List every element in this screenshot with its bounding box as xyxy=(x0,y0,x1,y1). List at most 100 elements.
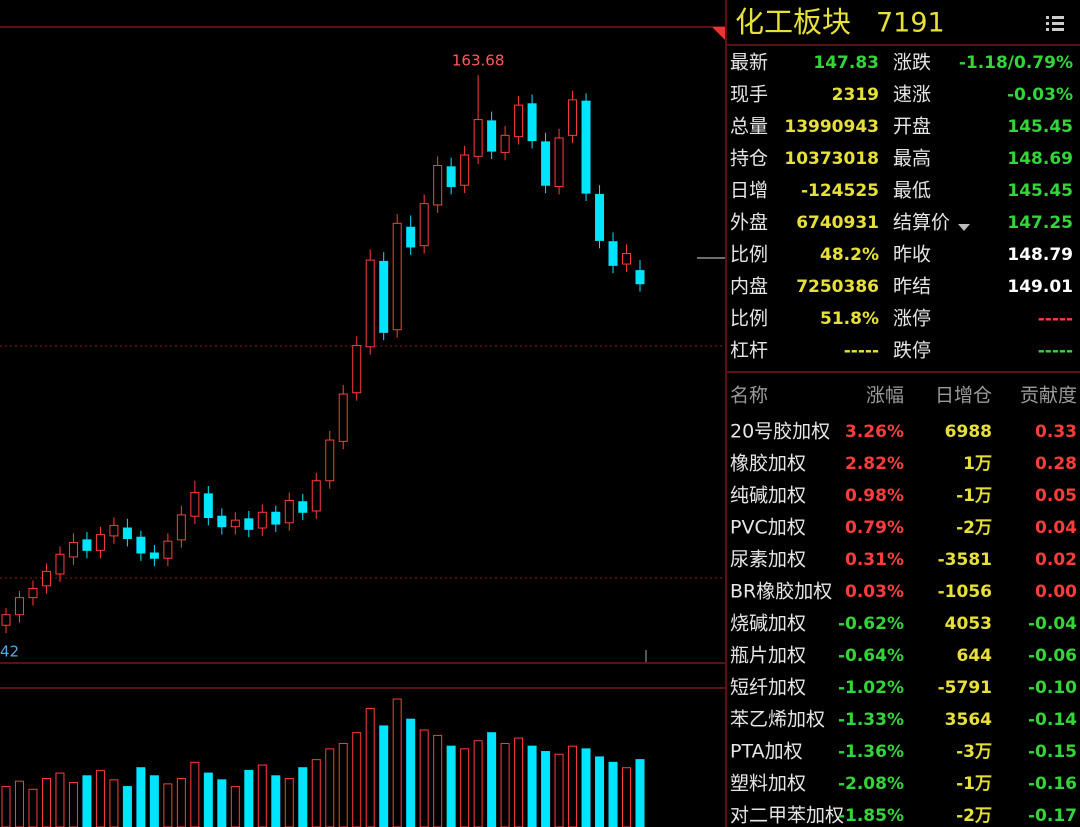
candle-body xyxy=(325,439,335,482)
table-cell: -2万 xyxy=(956,806,992,826)
table-cell: -1.33% xyxy=(838,710,904,730)
corner-marker xyxy=(712,27,725,40)
stat-label: 持仓 xyxy=(730,148,768,170)
table-name[interactable]: 瓶片加权 xyxy=(730,645,806,667)
stat-label: 昨收 xyxy=(893,244,931,266)
table-cell: -2.08% xyxy=(838,774,904,794)
table-name[interactable]: 橡胶加权 xyxy=(730,453,806,475)
stat-value: 10373018 xyxy=(784,149,879,169)
table-name[interactable]: 烧碱加权 xyxy=(730,613,806,635)
stat-value: ----- xyxy=(1038,341,1073,361)
table-cell: 0.98% xyxy=(845,486,904,506)
stat-label: 内盘 xyxy=(730,276,768,298)
title: 化工板块 xyxy=(735,5,851,39)
volume-bar xyxy=(311,759,321,827)
table-cell: -1万 xyxy=(956,486,992,506)
candle-body xyxy=(271,511,281,525)
table-cell: -1056 xyxy=(938,582,992,602)
table-name[interactable]: 短纤加权 xyxy=(730,677,806,699)
stat-label: 速涨 xyxy=(893,84,931,106)
table-name[interactable]: 苯乙烯加权 xyxy=(730,709,825,731)
stat-label: 外盘 xyxy=(730,212,768,234)
stat-value: 48.2% xyxy=(820,245,879,265)
table-cell: -1.85% xyxy=(838,806,904,826)
candle-body xyxy=(338,393,348,442)
volume-bar xyxy=(541,751,551,827)
candle-body xyxy=(284,499,294,524)
menu-icon[interactable] xyxy=(1046,16,1064,31)
volume-bar xyxy=(176,777,186,827)
table-name[interactable]: PVC加权 xyxy=(730,517,806,539)
table-cell: 0.31% xyxy=(845,550,904,570)
volume-bar xyxy=(82,775,92,827)
candle-body xyxy=(541,141,551,186)
stat-label: 现手 xyxy=(730,84,768,106)
table-name[interactable]: 尿素加权 xyxy=(730,549,806,571)
candle-body xyxy=(527,103,537,142)
table-name[interactable]: 塑料加权 xyxy=(730,773,806,795)
candle-body xyxy=(122,527,132,540)
table-name[interactable]: 20号胶加权 xyxy=(730,421,830,443)
stat-label: 开盘 xyxy=(893,116,931,138)
stat-value: 147.25 xyxy=(1007,213,1073,233)
table-cell: 0.02 xyxy=(1035,550,1077,570)
volume-bar xyxy=(136,767,146,827)
volume-bar xyxy=(1,786,11,827)
volume-bar xyxy=(325,748,335,827)
stat-label: 最高 xyxy=(893,148,931,170)
candle-body xyxy=(406,226,416,248)
candle-body xyxy=(217,515,227,528)
stat-label: 比例 xyxy=(730,308,768,330)
volume-bar xyxy=(392,698,402,827)
dropdown-arrow[interactable] xyxy=(958,224,970,231)
stat-label: 跌停 xyxy=(893,340,931,362)
volume-bar xyxy=(500,742,510,827)
candle-body xyxy=(95,534,105,551)
table-cell: -2万 xyxy=(956,518,992,538)
table-cell: 0.79% xyxy=(845,518,904,538)
volume-bar xyxy=(622,767,632,827)
volume-bar xyxy=(419,729,429,827)
table-cell: 0.03% xyxy=(845,582,904,602)
candle-body xyxy=(433,165,443,206)
candle-body xyxy=(149,552,159,559)
stat-label: 涨跌 xyxy=(893,52,931,74)
table-name[interactable]: BR橡胶加权 xyxy=(730,581,832,603)
candle-body xyxy=(109,524,119,537)
volume-bar xyxy=(217,779,227,827)
table-cell: -0.64% xyxy=(838,646,904,666)
volume-bar xyxy=(568,745,578,827)
volume-bar xyxy=(271,775,281,827)
table-name[interactable]: 对二甲苯加权 xyxy=(730,805,844,827)
table-cell: -1.36% xyxy=(838,742,904,762)
volume-bar xyxy=(230,786,240,827)
volume-bar xyxy=(14,780,24,827)
code: 7191 xyxy=(876,8,945,39)
stat-value: -124525 xyxy=(801,181,879,201)
table-header: 名称 xyxy=(730,385,768,407)
table-cell: 0.00 xyxy=(1035,582,1077,602)
stat-value: 13990943 xyxy=(784,117,879,137)
stat-value: 148.79 xyxy=(1007,245,1073,265)
candle-body xyxy=(392,222,402,331)
volume-bar xyxy=(379,725,389,827)
table-cell: 0.04 xyxy=(1035,518,1077,538)
candle-body xyxy=(68,541,78,558)
table-cell: -0.15 xyxy=(1028,742,1077,762)
volume-bar xyxy=(365,707,375,827)
candle-body xyxy=(203,493,213,519)
candle-body xyxy=(176,514,186,541)
candle-body xyxy=(28,587,38,599)
candle-body xyxy=(379,260,389,333)
table-name[interactable]: PTA加权 xyxy=(730,741,803,763)
table-name[interactable]: 纯碱加权 xyxy=(730,485,806,507)
table-cell: -1.02% xyxy=(838,678,904,698)
candle-body xyxy=(163,540,173,559)
stat-value: ----- xyxy=(1038,309,1073,329)
volume-bar xyxy=(163,783,173,827)
stat-value: 149.01 xyxy=(1007,277,1073,297)
volume-bar xyxy=(55,772,65,827)
candle-body xyxy=(1,614,11,626)
volume-bar xyxy=(433,734,443,827)
